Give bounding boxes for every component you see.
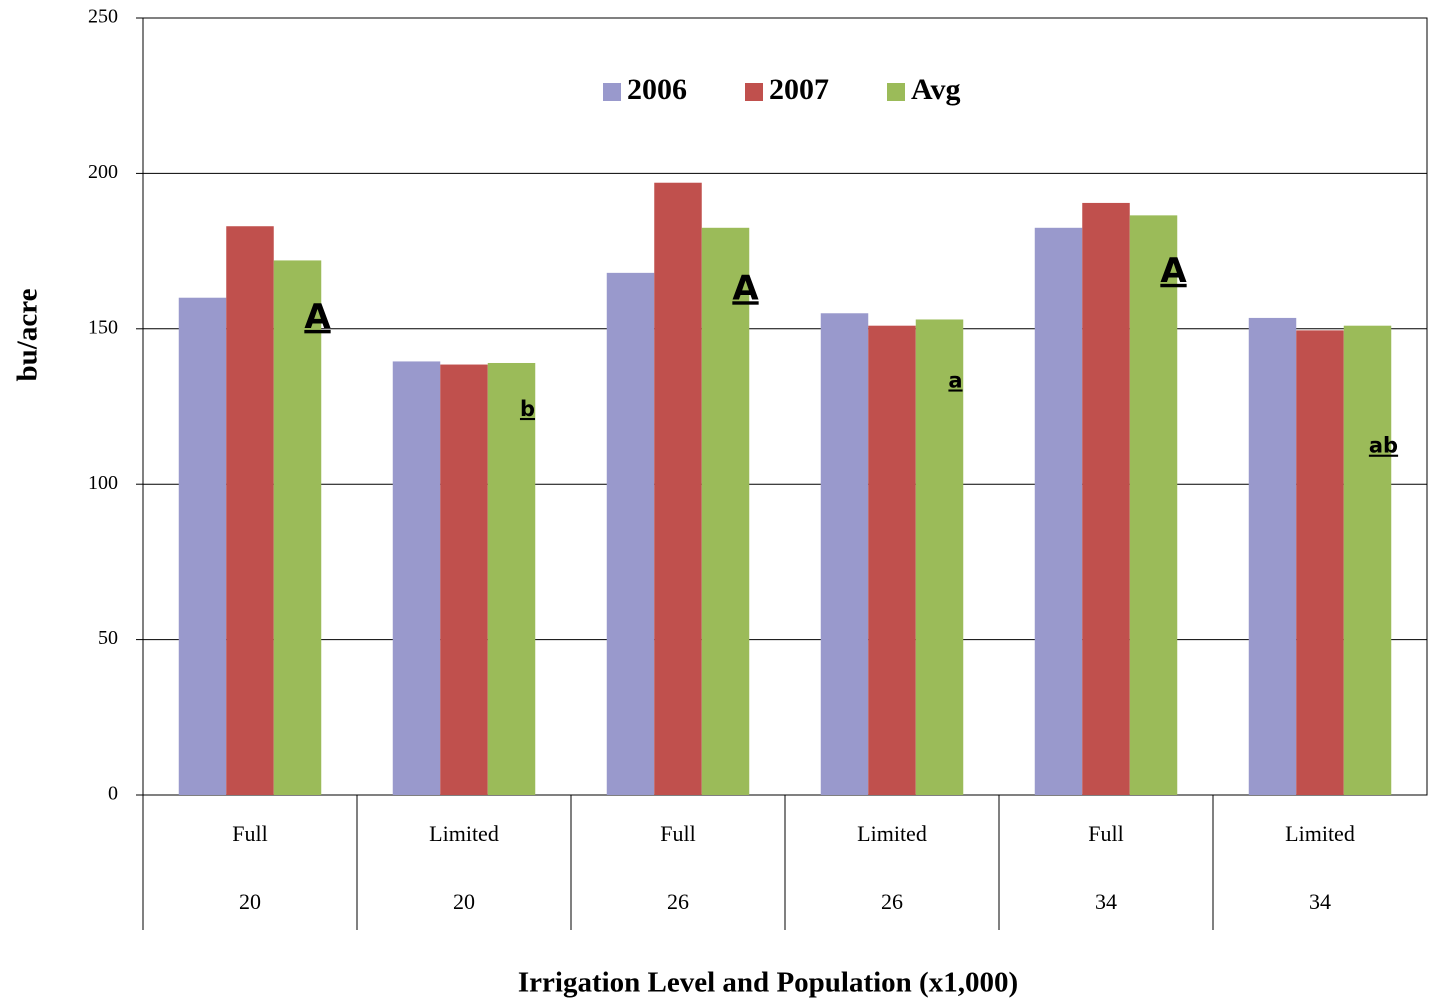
y-axis-title: bu/acre xyxy=(12,288,44,381)
bar xyxy=(915,319,964,795)
bar xyxy=(1082,202,1130,795)
significance-label: A xyxy=(1160,251,1187,291)
bar xyxy=(487,362,536,795)
x-tick-label: Limited xyxy=(1285,821,1355,846)
bar xyxy=(1296,330,1344,795)
x-group-label: 20 xyxy=(453,889,475,914)
bar xyxy=(1343,325,1392,795)
x-tick-label: Full xyxy=(660,821,695,846)
y-tick-label: 0 xyxy=(108,783,118,805)
bar xyxy=(440,364,488,795)
legend-swatch xyxy=(745,83,763,101)
legend-label: 2006 xyxy=(627,73,687,106)
x-tick-label: Full xyxy=(232,821,267,846)
y-tick-label: 50 xyxy=(98,627,118,649)
legend-swatch xyxy=(887,83,905,101)
bar xyxy=(701,227,750,796)
legend-label: Avg xyxy=(911,73,960,106)
y-tick-label: 250 xyxy=(88,6,118,28)
x-group-label: 34 xyxy=(1095,889,1117,914)
significance-label: ab xyxy=(1369,434,1398,458)
bar xyxy=(1034,227,1083,796)
bar xyxy=(1129,215,1178,795)
x-tick-label: Full xyxy=(1088,821,1123,846)
significance-label: A xyxy=(732,268,759,308)
y-tick-label: 100 xyxy=(88,472,118,494)
plot-frame xyxy=(142,17,1428,796)
bar xyxy=(273,260,322,795)
bar xyxy=(820,313,869,795)
bar xyxy=(226,226,274,796)
significance-label: a xyxy=(948,368,962,392)
y-tick-label: 200 xyxy=(88,161,118,183)
y-tick-label: 150 xyxy=(88,316,118,338)
bar xyxy=(606,272,655,796)
bar xyxy=(868,325,916,795)
significance-label: A xyxy=(304,297,331,337)
legend-label: 2007 xyxy=(769,73,829,106)
bar xyxy=(392,361,441,795)
significance-label: b xyxy=(520,397,535,421)
legend-swatch xyxy=(603,83,621,101)
x-group-label: 26 xyxy=(881,889,903,914)
x-group-label: 20 xyxy=(239,889,261,914)
x-group-label: 26 xyxy=(667,889,689,914)
x-tick-label: Limited xyxy=(429,821,499,846)
x-group-label: 34 xyxy=(1309,889,1331,914)
x-axis-title: Irrigation Level and Population (x1,000) xyxy=(518,967,1018,999)
bar xyxy=(654,182,702,795)
x-tick-label: Limited xyxy=(857,821,927,846)
bar xyxy=(1248,317,1297,795)
bar xyxy=(178,297,227,795)
